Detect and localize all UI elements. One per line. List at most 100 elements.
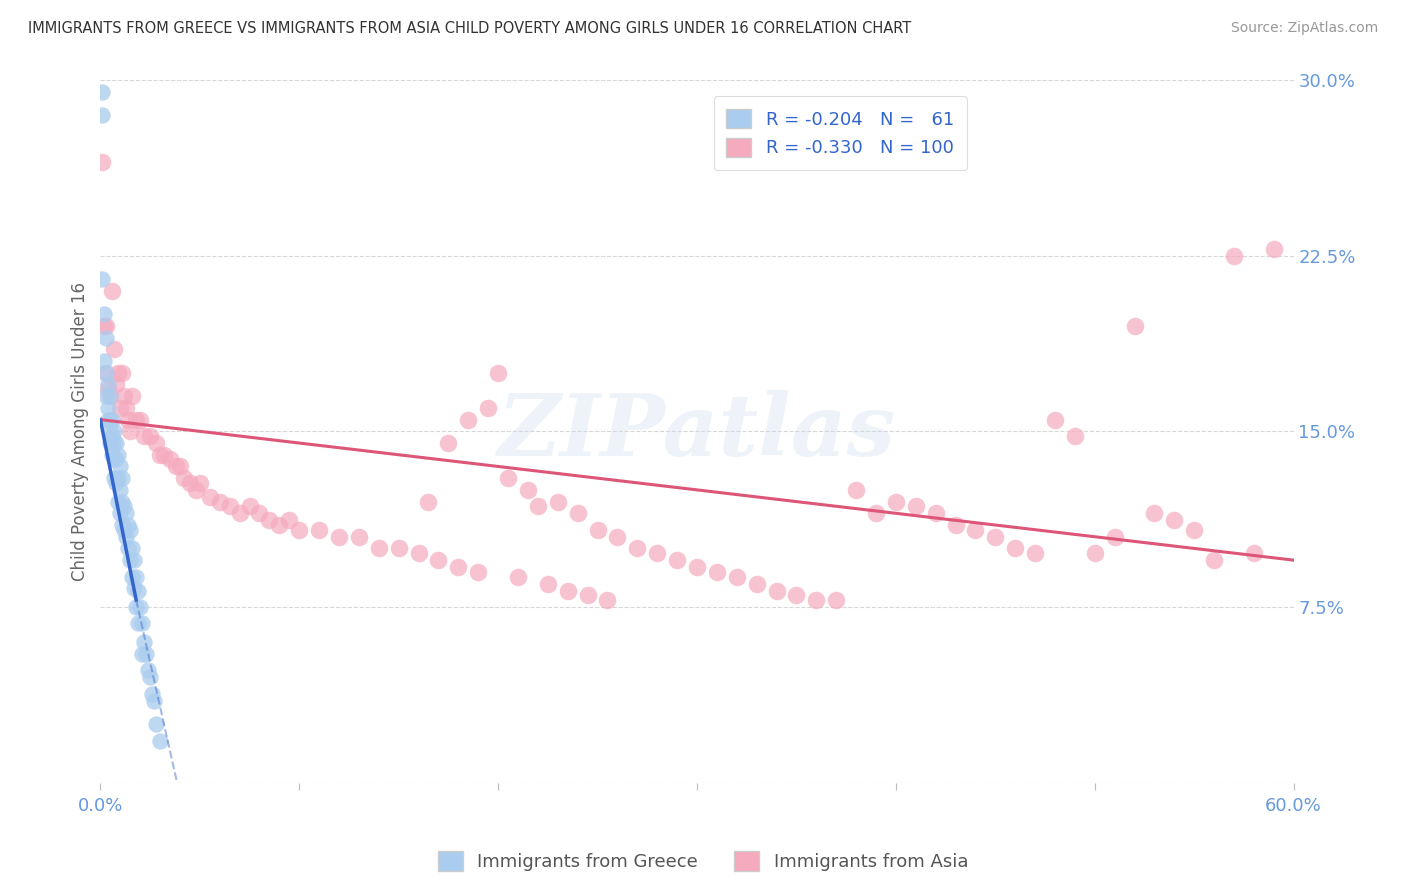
Point (745, 576, 768, 591)
Point (91, 272, 114, 286)
Point (122, 581, 145, 595)
Point (645, 546, 668, 560)
Point (924, 506, 946, 520)
Point (1243, 546, 1265, 560)
Point (103, 425, 125, 439)
Point (131, 647, 153, 661)
Point (149, 733, 172, 747)
Point (96, 389, 118, 403)
Point (153, 448, 176, 462)
Point (136, 663, 159, 677)
Point (904, 500, 927, 514)
Point (135, 647, 157, 661)
Point (576, 588, 599, 602)
Point (1223, 249, 1246, 263)
Point (93, 354, 115, 368)
Point (125, 599, 148, 614)
Point (112, 500, 135, 514)
Point (1084, 546, 1107, 560)
Point (132, 429, 155, 443)
Point (418, 494, 440, 508)
Point (107, 366, 129, 380)
Point (97, 382, 120, 396)
Point (965, 523, 987, 537)
Text: ZIPatlas: ZIPatlas (498, 390, 896, 473)
Point (1143, 506, 1166, 520)
Legend: Immigrants from Greece, Immigrants from Asia: Immigrants from Greece, Immigrants from … (430, 844, 976, 879)
Point (547, 494, 569, 508)
Point (165, 459, 187, 474)
Point (120, 425, 142, 439)
Point (945, 518, 967, 533)
Point (278, 513, 301, 527)
Point (129, 412, 152, 426)
Point (198, 490, 221, 504)
Point (117, 541, 139, 556)
Point (865, 506, 887, 520)
Point (96, 331, 118, 345)
Point (131, 616, 153, 631)
Point (120, 523, 142, 537)
Point (101, 429, 124, 443)
Point (115, 401, 138, 415)
Point (1263, 242, 1285, 256)
Point (101, 448, 124, 462)
Point (110, 401, 132, 415)
Point (112, 523, 135, 537)
Text: Source: ZipAtlas.com: Source: ZipAtlas.com (1230, 21, 1378, 35)
Point (129, 599, 152, 614)
Point (105, 436, 128, 450)
Point (188, 475, 211, 490)
Point (149, 448, 172, 462)
Point (103, 452, 125, 467)
Point (93, 307, 115, 321)
Point (91, 155, 114, 169)
Point (107, 494, 129, 508)
Point (145, 436, 167, 450)
Point (105, 475, 128, 490)
Point (496, 471, 519, 485)
Point (1163, 513, 1185, 527)
Point (143, 694, 166, 708)
Point (91, 108, 114, 122)
Point (845, 483, 868, 497)
Point (111, 494, 134, 508)
Point (288, 523, 311, 537)
Point (96, 366, 118, 380)
Point (486, 366, 509, 380)
Point (112, 389, 135, 403)
Point (91, 85, 114, 99)
Point (1123, 318, 1146, 333)
Point (208, 494, 231, 508)
Point (103, 471, 125, 485)
Point (1063, 429, 1085, 443)
Point (121, 541, 143, 556)
Point (457, 412, 479, 426)
Point (347, 530, 370, 544)
Point (427, 553, 450, 567)
Point (111, 518, 134, 533)
Point (1104, 530, 1126, 544)
Legend: R = -0.204   N =   61, R = -0.330   N = 100: R = -0.204 N = 61, R = -0.330 N = 100 (714, 96, 967, 170)
Point (557, 583, 579, 598)
Point (408, 546, 430, 560)
Point (328, 530, 350, 544)
Point (567, 506, 589, 520)
Point (269, 518, 291, 533)
Point (259, 513, 281, 527)
Point (96, 366, 118, 380)
Point (127, 583, 149, 598)
Point (516, 483, 538, 497)
Point (1182, 523, 1205, 537)
Point (111, 366, 134, 380)
Point (121, 569, 143, 583)
Point (159, 452, 181, 467)
Point (107, 471, 129, 485)
Point (97, 401, 120, 415)
Point (115, 530, 138, 544)
Point (105, 452, 128, 467)
Point (98, 436, 121, 450)
Point (141, 687, 163, 701)
Point (97, 377, 120, 392)
Point (238, 500, 260, 514)
